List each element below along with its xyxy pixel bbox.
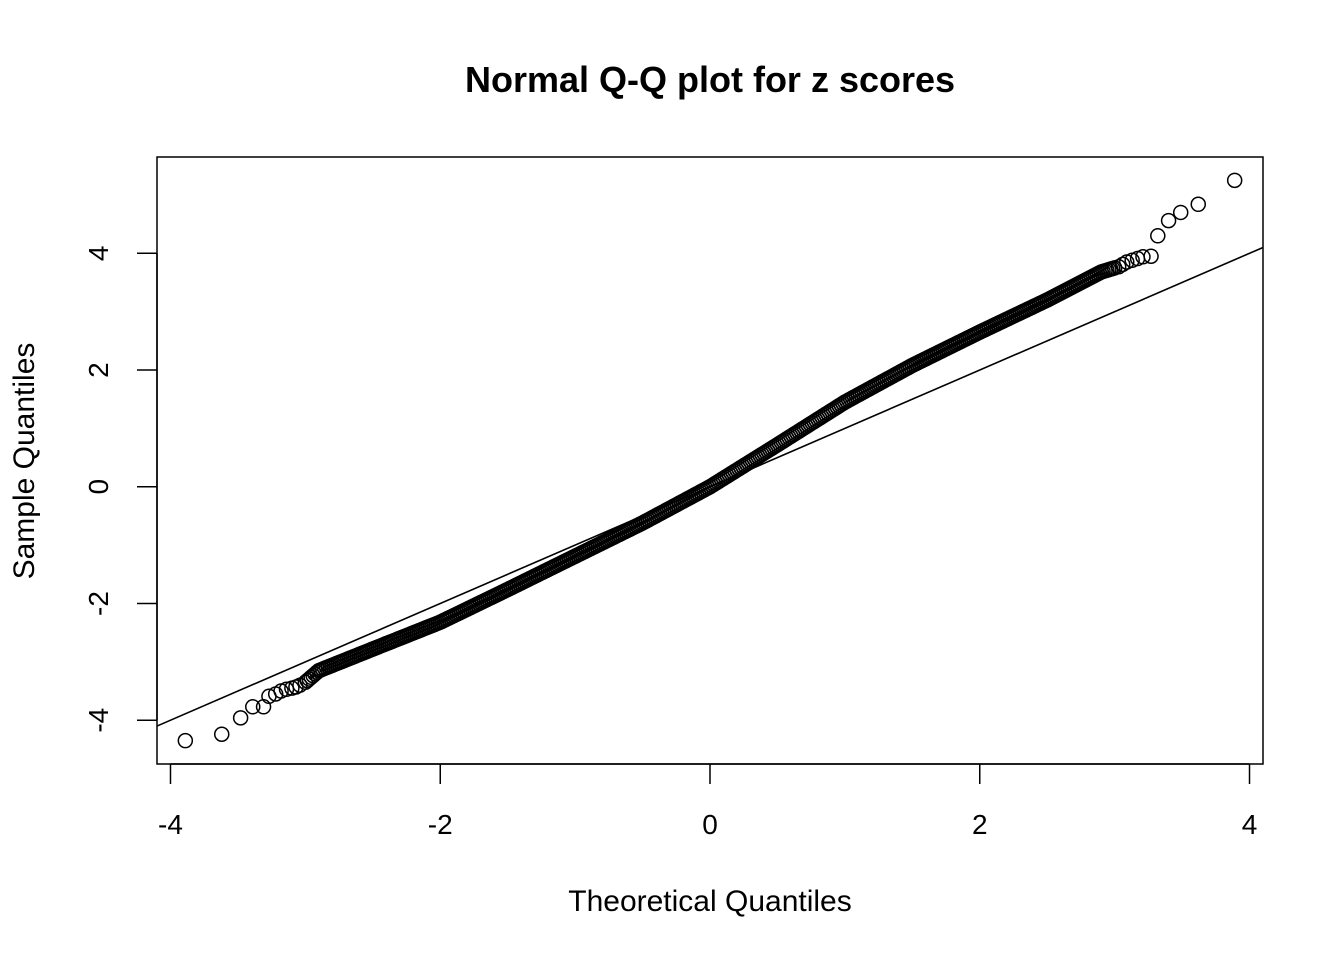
x-tick-label: 2 (972, 809, 988, 840)
reference-line-layer (156, 246, 1264, 727)
points-layer (177, 172, 1243, 749)
y-tick-label: 2 (83, 362, 114, 378)
x-axis: -4 -2 0 2 4 (158, 763, 1258, 840)
y-axis: -4 -2 0 2 4 (83, 246, 158, 733)
qq-point (1150, 228, 1166, 244)
y-tick-label: -2 (83, 591, 114, 616)
qq-point (213, 726, 230, 742)
chart-title: Normal Q-Q plot for z scores (465, 59, 955, 100)
y-tick-label: 0 (83, 479, 114, 495)
qq-point (1114, 256, 1131, 273)
qq-point (1172, 204, 1189, 221)
qq-point (1160, 212, 1177, 229)
qq-point (1226, 172, 1243, 189)
x-tick-label: 4 (1242, 809, 1258, 840)
qq-point (177, 732, 194, 749)
qq-point (1135, 249, 1151, 265)
qq-point (1110, 258, 1127, 275)
y-axis-label: Sample Quantiles (8, 343, 41, 580)
x-tick-label: -4 (158, 809, 183, 840)
qq-point (1143, 248, 1159, 264)
y-tick-label: -4 (83, 708, 114, 733)
qq-point (292, 677, 308, 693)
qq-point (232, 710, 249, 726)
x-axis-label: Theoretical Quantiles (568, 885, 851, 918)
qq-point (255, 699, 272, 715)
qq-point (245, 699, 261, 715)
x-tick-label: -2 (428, 809, 453, 840)
y-tick-label: 4 (83, 246, 114, 262)
qq-point (1190, 196, 1207, 213)
x-tick-label: 0 (702, 809, 718, 840)
qq-reference-line (156, 246, 1264, 727)
